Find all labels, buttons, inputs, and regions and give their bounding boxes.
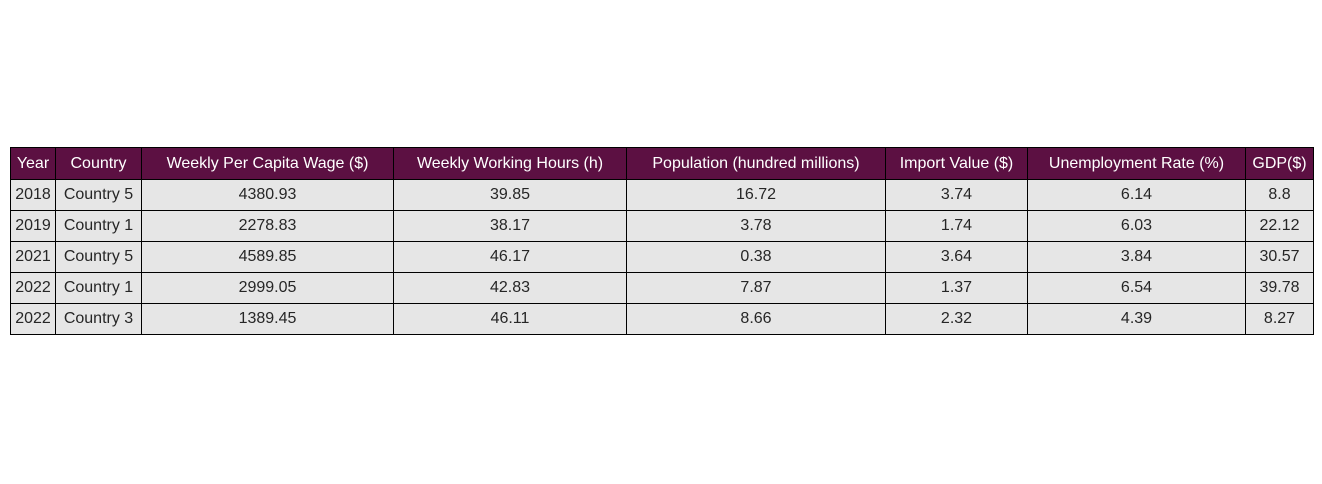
table-cell: 3.78 xyxy=(626,210,886,242)
table-cell: 3.74 xyxy=(885,179,1028,211)
table-cell: 39.85 xyxy=(393,179,627,211)
column-header-year: Year xyxy=(10,147,56,180)
table-cell: 4589.85 xyxy=(141,241,394,273)
table-cell: 1389.45 xyxy=(141,303,394,335)
data-table: Year Country Weekly Per Capita Wage ($) … xyxy=(10,147,1314,335)
table-cell: 30.57 xyxy=(1245,241,1314,273)
table-cell: 46.11 xyxy=(393,303,627,335)
table-cell: Country 5 xyxy=(55,241,142,273)
table-cell: 4.39 xyxy=(1027,303,1246,335)
table-cell: 42.83 xyxy=(393,272,627,304)
table-cell: 6.54 xyxy=(1027,272,1246,304)
column-header-weekly-hours: Weekly Working Hours (h) xyxy=(393,147,627,180)
header-row: Year Country Weekly Per Capita Wage ($) … xyxy=(10,147,1314,180)
table-cell: Country 5 xyxy=(55,179,142,211)
table-cell: Country 1 xyxy=(55,272,142,304)
table-cell: 3.84 xyxy=(1027,241,1246,273)
column-header-gdp: GDP($) xyxy=(1245,147,1314,180)
table-cell: 39.78 xyxy=(1245,272,1314,304)
table-cell: 2.32 xyxy=(885,303,1028,335)
table-cell: 2018 xyxy=(10,179,56,211)
table-row: 2022 Country 1 2999.05 42.83 7.87 1.37 6… xyxy=(10,272,1314,304)
table-row: 2021 Country 5 4589.85 46.17 0.38 3.64 3… xyxy=(10,241,1314,273)
column-header-country: Country xyxy=(55,147,142,180)
table-cell: 7.87 xyxy=(626,272,886,304)
table-cell: 2022 xyxy=(10,303,56,335)
table-row: 2022 Country 3 1389.45 46.11 8.66 2.32 4… xyxy=(10,303,1314,335)
table-row: 2018 Country 5 4380.93 39.85 16.72 3.74 … xyxy=(10,179,1314,211)
table-cell: 2019 xyxy=(10,210,56,242)
table-cell: 38.17 xyxy=(393,210,627,242)
table-cell: 16.72 xyxy=(626,179,886,211)
column-header-weekly-wage: Weekly Per Capita Wage ($) xyxy=(141,147,394,180)
table-cell: 22.12 xyxy=(1245,210,1314,242)
column-header-import-value: Import Value ($) xyxy=(885,147,1028,180)
data-table-container: Year Country Weekly Per Capita Wage ($) … xyxy=(10,147,1314,335)
table-row: 2019 Country 1 2278.83 38.17 3.78 1.74 6… xyxy=(10,210,1314,242)
table-cell: 2999.05 xyxy=(141,272,394,304)
table-cell: 8.27 xyxy=(1245,303,1314,335)
table-cell: 4380.93 xyxy=(141,179,394,211)
table-cell: 46.17 xyxy=(393,241,627,273)
table-cell: Country 1 xyxy=(55,210,142,242)
table-cell: 6.03 xyxy=(1027,210,1246,242)
table-cell: 1.74 xyxy=(885,210,1028,242)
table-cell: 2278.83 xyxy=(141,210,394,242)
table-cell: 2022 xyxy=(10,272,56,304)
table-cell: 3.64 xyxy=(885,241,1028,273)
table-cell: 1.37 xyxy=(885,272,1028,304)
table-cell: Country 3 xyxy=(55,303,142,335)
table-cell: 8.8 xyxy=(1245,179,1314,211)
column-header-population: Population (hundred millions) xyxy=(626,147,886,180)
table-cell: 2021 xyxy=(10,241,56,273)
table-cell: 8.66 xyxy=(626,303,886,335)
column-header-unemployment-rate: Unemployment Rate (%) xyxy=(1027,147,1246,180)
table-cell: 6.14 xyxy=(1027,179,1246,211)
table-cell: 0.38 xyxy=(626,241,886,273)
